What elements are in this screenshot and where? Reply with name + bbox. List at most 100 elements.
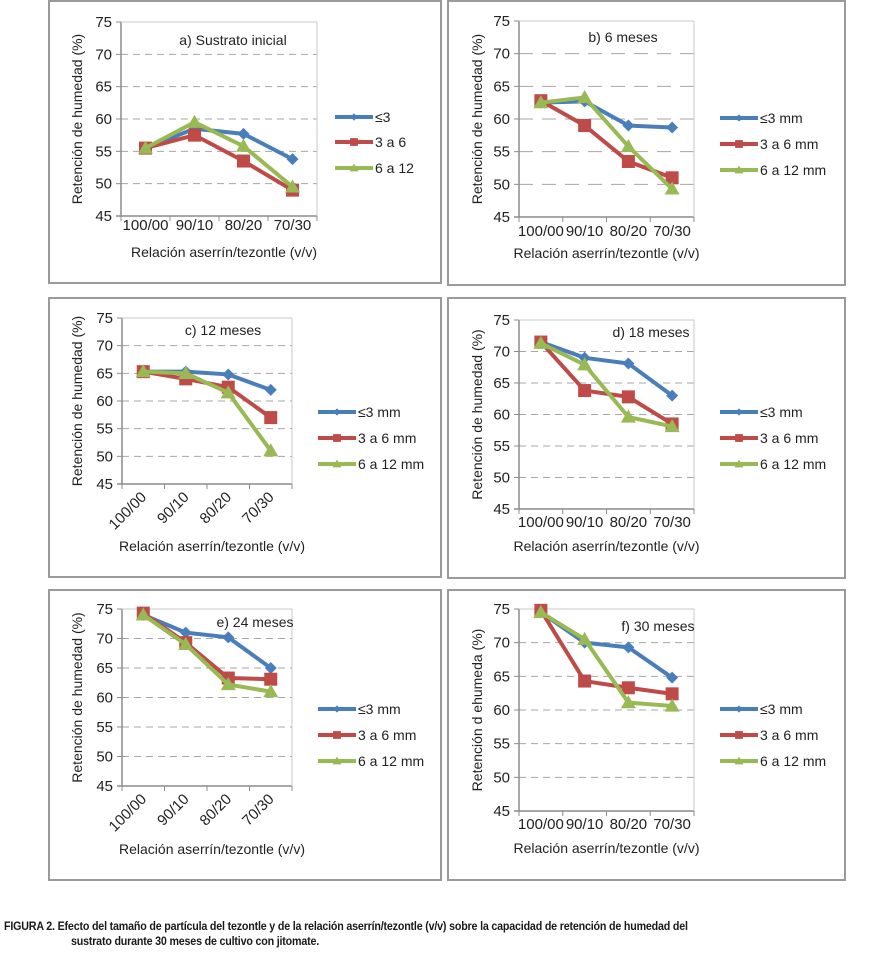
x-axis-label: Relación aserrín/tezontle (v/v): [514, 245, 700, 261]
data-point: [620, 409, 636, 423]
series-line: [144, 126, 294, 161]
data-point: [578, 674, 592, 688]
legend-label: ≤3: [375, 109, 391, 125]
legend-label: 3 a 6 mm: [760, 727, 818, 743]
data-point: [664, 698, 680, 712]
data-point: [178, 365, 194, 379]
data-point: [578, 384, 592, 398]
y-tick-label: 50: [95, 176, 112, 193]
legend-marker: [734, 756, 744, 765]
y-tick-label: 60: [96, 690, 113, 707]
y-tick-label: 70: [493, 635, 510, 652]
chart-title: a) Sustrato inicial: [179, 32, 286, 48]
y-axis-label: Retención de humedad (%): [69, 316, 85, 486]
chart-panel-b: [447, 0, 846, 286]
data-point: [665, 171, 679, 185]
y-tick-label: 55: [95, 143, 112, 160]
data-point: [622, 641, 635, 654]
data-point: [178, 636, 194, 651]
x-tick-label: 90/10: [566, 514, 604, 531]
y-tick-label: 55: [96, 421, 113, 438]
data-point: [237, 127, 250, 140]
data-point: [264, 662, 277, 674]
figure-caption: FIGURA 2. Efecto del tamaño de partícula…: [4, 920, 832, 950]
y-tick-label: 60: [493, 702, 510, 719]
y-tick-label: 70: [493, 344, 510, 361]
data-point: [533, 604, 549, 618]
data-point: [620, 138, 636, 153]
data-point: [222, 368, 235, 381]
data-point: [187, 114, 202, 128]
series-3: [533, 604, 680, 712]
data-point: [264, 672, 278, 686]
data-point: [666, 671, 679, 684]
y-tick-label: 65: [96, 365, 113, 382]
y-tick-label: 60: [493, 111, 510, 128]
y-tick-label: 50: [493, 176, 510, 193]
legend-label: ≤3 mm: [760, 404, 803, 420]
y-tick-label: 45: [493, 803, 510, 820]
legend-label: 6 a 12 mm: [358, 753, 424, 769]
chart-e: 45 50 55 60 65 70 75 100/00 90/10 80/20 70/30 e) 24…: [69, 601, 424, 857]
legend-marker: [349, 163, 359, 172]
x-axis-label: Relación aserrín/tezontle (v/v): [119, 841, 305, 857]
y-tick-label: 65: [95, 79, 112, 96]
data-point: [621, 154, 635, 168]
y-axis-label: Retención de humedad (%): [469, 34, 485, 204]
x-tick-label: 100/00: [518, 514, 564, 531]
data-point: [622, 357, 635, 370]
x-tick-label: 90/10: [176, 217, 214, 234]
x-tick-label: 90/10: [566, 223, 604, 240]
y-tick-label: 65: [96, 660, 113, 677]
legend-label: 3 a 6 mm: [760, 136, 818, 152]
data-point: [220, 677, 236, 691]
legend-marker: [333, 731, 341, 739]
series-line: [539, 341, 673, 429]
legend-marker: [350, 113, 358, 121]
x-tick-label: 70/30: [653, 223, 691, 240]
x-tick-label: 90/10: [566, 816, 604, 833]
data-point: [188, 128, 201, 142]
y-tick-label: 75: [95, 14, 112, 31]
legend-marker: [333, 434, 341, 442]
y-tick-label: 75: [96, 601, 113, 618]
x-tick-label: 100/00: [518, 816, 564, 833]
data-point: [236, 138, 251, 152]
x-tick-label: 90/10: [154, 791, 193, 830]
data-point: [264, 383, 277, 396]
x-axis-label: Relación aserrín/tezontle (v/v): [514, 538, 700, 554]
y-tick-label: 75: [493, 312, 510, 329]
data-point: [577, 631, 593, 645]
y-tick-label: 75: [493, 601, 510, 618]
chart-title: b) 6 meses: [588, 29, 657, 45]
data-point: [263, 684, 279, 698]
y-axis-label: Retención de humedad (%): [469, 329, 485, 499]
series-line: [142, 613, 272, 694]
x-tick-label: 100/00: [518, 223, 564, 240]
data-point: [622, 119, 635, 132]
y-tick-label: 65: [493, 78, 510, 95]
x-tick-label: 70/30: [653, 816, 691, 833]
y-tick-label: 55: [96, 719, 113, 736]
data-point: [578, 119, 592, 133]
y-tick-label: 55: [493, 144, 510, 161]
legend-marker: [333, 705, 341, 713]
data-point: [621, 681, 635, 695]
chart-c: 45 50 55 60 65 70 75 100/00 90/10 80/20 70/30 c) 12…: [69, 310, 424, 554]
y-tick-label: 50: [493, 769, 510, 786]
chart-title: d) 18 meses: [612, 324, 689, 340]
y-tick-label: 45: [96, 778, 113, 795]
legend-marker: [735, 434, 743, 442]
data-point: [222, 631, 235, 644]
y-tick-label: 45: [96, 476, 113, 493]
legend-marker: [734, 165, 744, 174]
x-tick-label: 70/30: [653, 514, 691, 531]
data-point: [577, 89, 593, 104]
y-tick-label: 45: [95, 208, 112, 225]
legend-marker: [333, 408, 341, 416]
y-tick-label: 70: [96, 338, 113, 355]
data-point: [220, 385, 236, 399]
data-point: [666, 389, 679, 402]
x-axis-label: Relación aserrín/tezontle (v/v): [131, 244, 317, 260]
legend-label: 3 a 6 mm: [358, 727, 416, 743]
